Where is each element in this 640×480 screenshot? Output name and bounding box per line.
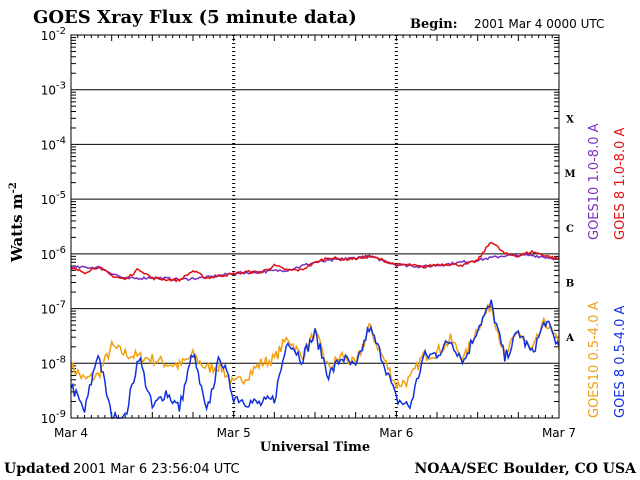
legend-entry: GOES 8 0.5-4.0 A [613,306,628,418]
y-tick-label: 10-4 [41,135,66,152]
y-tick-label: 10-6 [41,245,66,262]
begin-label: Begin: [410,17,458,32]
flare-class-b: B [566,278,574,289]
y-tick-label: 10-5 [41,190,66,207]
updated-value: 2001 Mar 6 23:56:04 UTC [73,462,240,477]
x-tick-label: Mar 4 [54,426,88,440]
series-line [70,241,560,283]
legend: GOES10 1.0-8.0 A GOES 8 1.0-8.0 A GOES10 0… [587,123,628,418]
y-tick-label: 10-2 [41,26,66,43]
updated-label: Updated [4,461,70,477]
data-series [70,241,560,419]
begin-value: 2001 Mar 4 0000 UTC [474,17,604,31]
x-axis-label: Universal Time [260,440,370,455]
legend-entry: GOES10 0.5-4.0 A [587,301,602,418]
y-tick-label: 10-9 [41,409,66,426]
grid-lines [71,35,559,418]
flare-class-m: M [564,169,575,180]
flare-class-c: C [566,224,574,235]
y-tick-labels: 10-9 10-8 10-7 10-6 10-5 10-4 10-3 10-2 [41,26,66,426]
x-tick-label: Mar 5 [217,426,251,440]
credit: NOAA/SEC Boulder, CO USA [415,461,638,477]
flare-class-labels: A B C M X [564,114,575,344]
x-tick-label: Mar 6 [379,426,413,440]
flare-class-x: X [566,114,574,125]
chart-title: GOES Xray Flux (5 minute data) [33,7,357,28]
flare-class-a: A [565,333,574,344]
legend-entry: GOES 8 1.0-8.0 A [613,128,628,240]
plot-frame [70,34,560,419]
y-axis-label: Watts m-2 [8,182,26,263]
x-tick-label: Mar 7 [542,426,576,440]
y-tick-label: 10-3 [41,81,66,98]
legend-entry: GOES10 1.0-8.0 A [587,123,602,240]
x-tick-labels: Mar 4 Mar 5 Mar 6 Mar 7 [54,426,576,440]
series-line [70,299,560,419]
y-tick-label: 10-7 [41,300,66,317]
y-tick-label: 10-8 [41,354,66,371]
series-line [70,253,560,282]
